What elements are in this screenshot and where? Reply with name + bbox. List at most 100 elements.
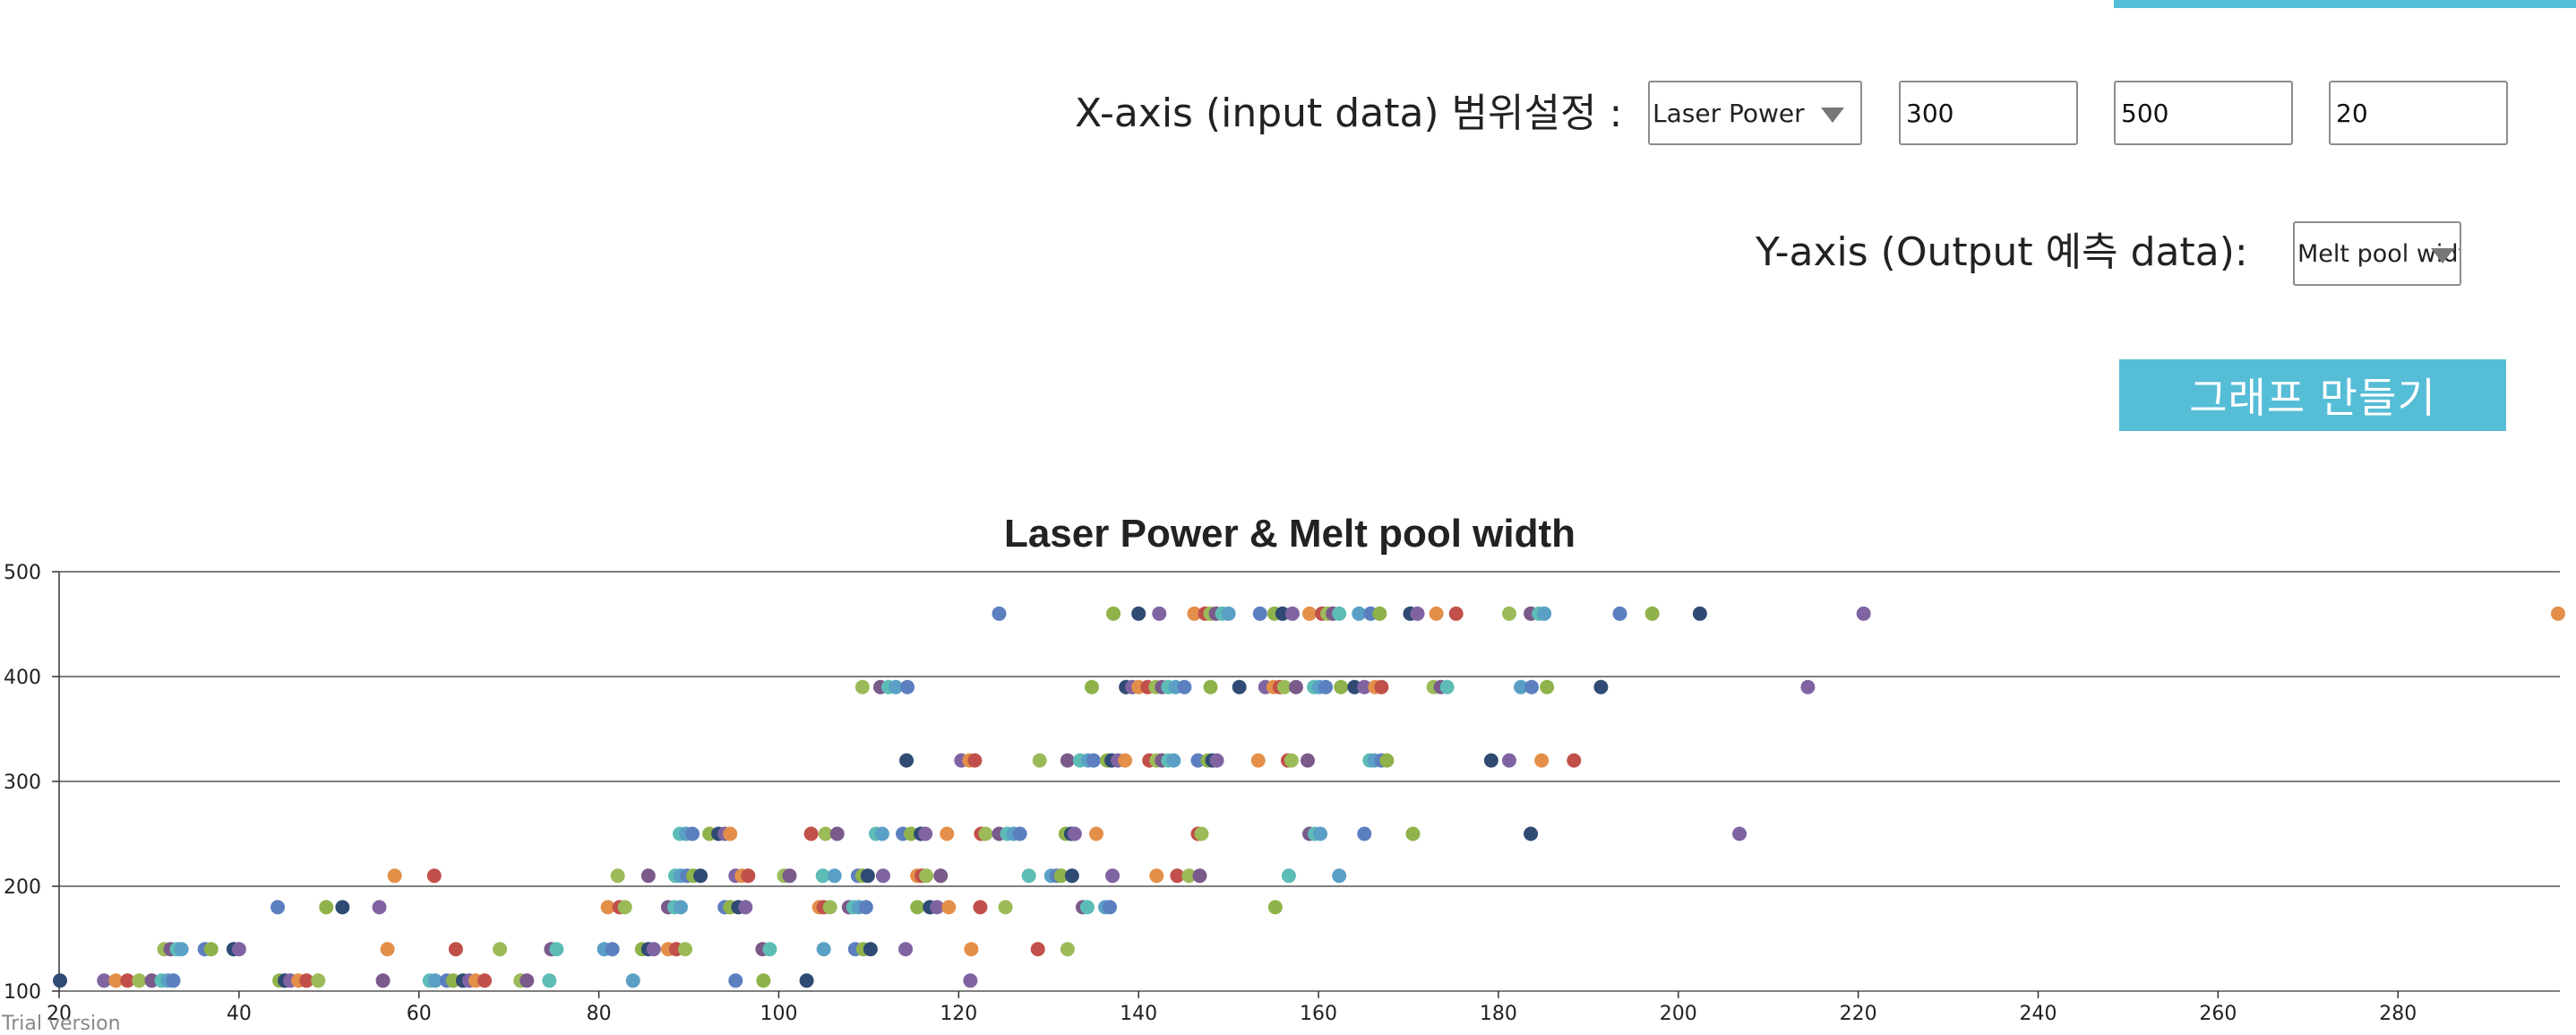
data-point — [617, 900, 632, 915]
x-tick-label: 60 — [407, 1003, 432, 1025]
data-point — [542, 973, 557, 988]
x-axis-select[interactable]: Laser Power — [1648, 81, 1862, 145]
x-max-input[interactable] — [2114, 81, 2293, 145]
y-axis-label: Y-axis (Output 예측 data): — [1756, 229, 2248, 275]
y-tick-label: 300 — [4, 772, 41, 794]
data-point — [426, 868, 442, 884]
x-step-input[interactable] — [2329, 81, 2508, 145]
data-point — [299, 973, 314, 988]
data-point — [231, 942, 246, 957]
data-point — [372, 900, 387, 915]
data-point — [1275, 606, 1290, 621]
data-point — [1567, 753, 1582, 768]
data-point — [1524, 679, 1540, 694]
data-point — [311, 973, 326, 988]
y-tick-label: 400 — [4, 667, 41, 689]
data-point — [900, 679, 915, 694]
data-point — [1032, 753, 1047, 768]
data-point — [815, 868, 830, 884]
data-point — [1448, 606, 1464, 621]
data-point — [1079, 900, 1095, 915]
data-point — [448, 942, 463, 957]
data-point — [108, 973, 124, 988]
data-point — [1088, 826, 1103, 841]
x-axis-range-label: X-axis (input data) 범위설정 : — [1075, 91, 1623, 136]
x-tick-label: 20 — [47, 1003, 72, 1025]
data-point — [762, 942, 777, 957]
data-point — [1332, 868, 1347, 884]
data-point — [1405, 826, 1421, 841]
scatter-chart: Laser Power & Melt pool width 100 200 300 4… — [4, 512, 2565, 1025]
data-point — [1276, 679, 1292, 694]
data-point — [1501, 753, 1516, 768]
data-point — [375, 973, 391, 988]
data-point — [640, 868, 656, 884]
data-point — [427, 973, 442, 988]
data-point — [1374, 679, 1389, 694]
data-point — [203, 942, 219, 957]
data-point — [1514, 679, 1529, 694]
data-point — [829, 826, 845, 841]
data-point — [1302, 606, 1317, 621]
data-point — [97, 973, 112, 988]
data-point — [1187, 606, 1202, 621]
data-point — [858, 900, 873, 915]
data-point — [1103, 900, 1118, 915]
x-min-input[interactable] — [1899, 81, 2078, 145]
data-point — [174, 942, 189, 957]
data-point — [1086, 753, 1101, 768]
data-point — [1060, 942, 1075, 957]
data-point — [818, 826, 833, 841]
data-point — [930, 900, 945, 915]
data-point — [860, 868, 875, 884]
data-point — [1540, 679, 1555, 694]
data-point — [610, 868, 625, 884]
dropdown-arrow-icon — [2431, 248, 2454, 263]
data-point — [799, 973, 814, 988]
data-point — [605, 942, 620, 957]
data-point — [963, 973, 978, 988]
make-graph-button[interactable]: 그래프 만들기 — [2119, 359, 2506, 431]
data-point — [756, 973, 771, 988]
data-point — [1012, 826, 1027, 841]
data-point — [1439, 679, 1455, 694]
data-point — [1166, 753, 1181, 768]
data-point — [898, 942, 914, 957]
data-point — [1284, 753, 1299, 768]
data-point — [1410, 606, 1425, 621]
data-point — [1347, 679, 1362, 694]
data-point — [53, 973, 68, 988]
data-point — [1692, 606, 1707, 621]
data-point — [1267, 900, 1283, 915]
data-point — [445, 973, 460, 988]
data-point — [1352, 606, 1367, 621]
data-point — [1501, 606, 1516, 621]
data-point — [1177, 679, 1192, 694]
chart-title: Laser Power & Melt pool width — [1004, 512, 1576, 556]
x-tick-label: 140 — [1120, 1003, 1157, 1025]
x-tick-label: 80 — [587, 1003, 612, 1025]
data-point — [1593, 679, 1609, 694]
x-tick-label: 120 — [940, 1003, 977, 1025]
data-point — [1332, 606, 1347, 621]
data-point — [1856, 606, 1871, 621]
data-point — [673, 900, 688, 915]
data-point — [1170, 868, 1185, 884]
data-point — [1732, 826, 1747, 841]
x-tick-label: 180 — [1480, 1003, 1517, 1025]
data-point — [822, 900, 837, 915]
data-point — [1537, 606, 1552, 621]
data-point — [1318, 679, 1334, 694]
data-point — [827, 868, 842, 884]
data-point — [910, 900, 925, 915]
data-point — [899, 753, 914, 768]
data-point — [1644, 606, 1660, 621]
trial-version-label: Trial version — [2, 1013, 121, 1035]
y-tick-label: 200 — [4, 876, 41, 899]
data-point — [919, 868, 934, 884]
data-point — [1288, 679, 1303, 694]
y-axis-select[interactable]: Melt pool width — [2293, 221, 2461, 286]
data-point — [1192, 868, 1207, 884]
x-tick-label: 40 — [227, 1003, 252, 1025]
data-point — [1250, 753, 1266, 768]
